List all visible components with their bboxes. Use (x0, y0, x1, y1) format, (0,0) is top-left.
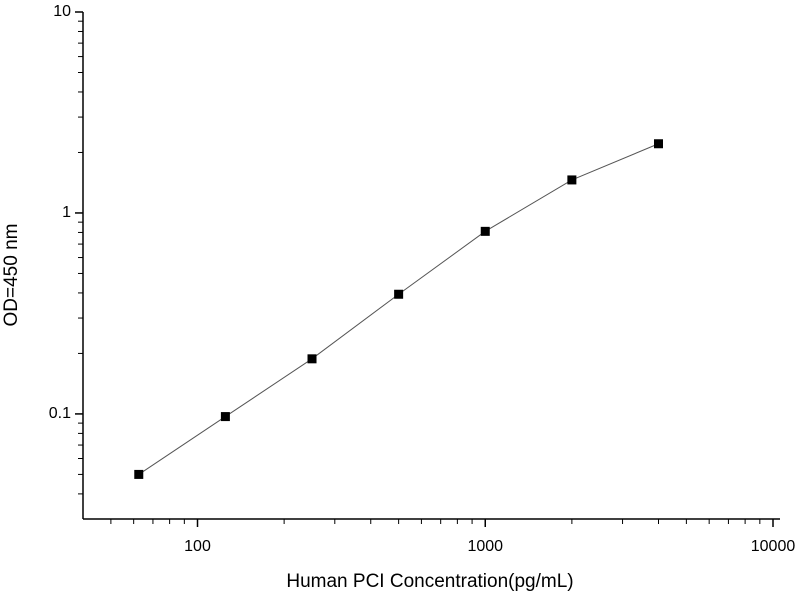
y-tick-label: 10 (53, 3, 71, 20)
data-point (134, 469, 144, 479)
data-point (394, 289, 404, 299)
x-tick-label: 1000 (467, 538, 503, 555)
x-axis-title: Human PCI Concentration(pg/mL) (286, 571, 573, 592)
data-point (567, 175, 577, 185)
y-tick-label: 0.1 (49, 405, 71, 422)
data-point (220, 412, 230, 422)
data-point (307, 354, 317, 364)
y-axis-title: OD=450 nm (1, 224, 22, 327)
data-point (653, 139, 663, 149)
data-point (480, 226, 490, 236)
series-line (138, 143, 659, 475)
y-tick-label: 1 (62, 204, 71, 221)
x-tick-label: 10000 (751, 538, 796, 555)
x-tick-label: 100 (184, 538, 211, 555)
